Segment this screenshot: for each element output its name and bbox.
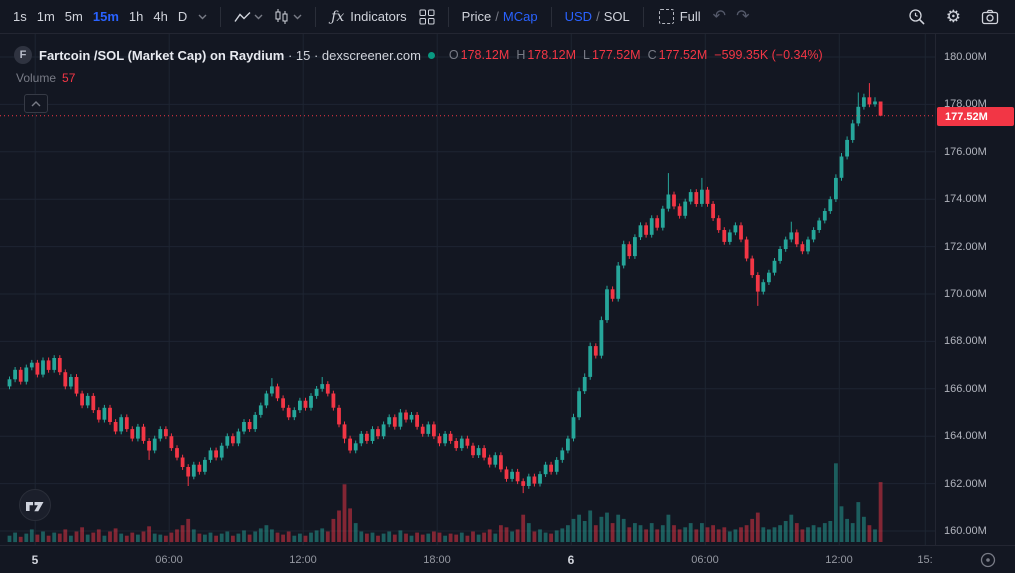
low-value: 177.52M	[591, 48, 641, 62]
high-label: H	[516, 48, 526, 62]
scale-settings-button[interactable]	[979, 551, 997, 572]
close-label: C	[647, 48, 657, 62]
ohlc-values: O 178.12M H 178.12M L 177.52M C 177.52M −599…	[442, 48, 823, 62]
time-axis-label: 5	[31, 553, 39, 567]
gear-icon: ⚙	[945, 7, 961, 26]
price-axis-label: 168.00M	[944, 335, 987, 347]
timeframe-group: 1s 1m 5m 15m 1h 4h D	[8, 6, 192, 27]
timeframe-5m[interactable]: 5m	[60, 6, 88, 27]
open-value: 178.12M	[460, 48, 510, 62]
usd-option[interactable]: USD	[564, 9, 593, 24]
top-toolbar: 1s 1m 5m 15m 1h 4h D ƒx Indicators	[0, 0, 1015, 34]
snapshot-button[interactable]	[977, 5, 1003, 29]
chart-title[interactable]: Fartcoin /SOL (Market Cap) on Raydium · …	[39, 48, 421, 63]
timeframe-1m[interactable]: 1m	[32, 6, 60, 27]
undo-icon: ↶	[712, 7, 727, 25]
redo-button[interactable]: ↷	[732, 6, 753, 28]
price-axis-label: 172.00M	[944, 241, 987, 253]
toggle-slash: /	[495, 9, 499, 24]
close-value: 177.52M	[658, 48, 708, 62]
toolbar-divider	[550, 6, 552, 27]
sol-option[interactable]: SOL	[603, 9, 630, 24]
price-axis-label: 164.00M	[944, 430, 987, 442]
candles-icon	[275, 9, 288, 24]
candle-style-button[interactable]	[269, 5, 306, 28]
tradingview-logo-icon	[19, 489, 51, 521]
fullscreen-icon	[658, 9, 674, 24]
usd-sol-toggle: USD / SOL	[561, 9, 634, 24]
fullscreen-label: Full	[679, 9, 701, 24]
chevron-down-icon	[293, 14, 302, 19]
high-value: 178.12M	[527, 48, 576, 62]
timeframe-D[interactable]: D	[173, 6, 192, 27]
token-badge: F	[14, 46, 32, 64]
time-axis-label: 6	[567, 553, 575, 567]
toolbar-divider	[315, 6, 317, 27]
undo-button[interactable]: ↶	[709, 6, 730, 28]
chart-title-suffix: · 15 · dexscreener.com	[284, 47, 421, 63]
fullscreen-button[interactable]: Full	[653, 6, 707, 27]
price-axis[interactable]: 180.00M 178.00M 176.00M 174.00M 172.00M 170.0…	[935, 34, 1015, 545]
indicators-button[interactable]: ƒx Indicators	[325, 6, 412, 28]
time-axis-label: 18:00	[423, 554, 451, 566]
chart-title-symbol: Fartcoin /SOL (Market Cap) on Raydium	[39, 47, 285, 63]
candlestick-chart[interactable]	[0, 34, 935, 545]
line-chart-icon	[234, 11, 251, 22]
time-axis-label: 12:00	[825, 554, 853, 566]
layout-grid-button[interactable]	[415, 6, 439, 28]
time-axis-label: 06:00	[691, 554, 719, 566]
time-axis-label: 15:	[917, 554, 933, 566]
camera-icon	[981, 9, 999, 24]
timeframe-menu-button[interactable]	[194, 11, 211, 23]
toolbar-divider	[642, 6, 644, 27]
target-icon	[980, 552, 996, 568]
timeframe-1h[interactable]: 1h	[124, 6, 148, 27]
price-axis-label: 160.00M	[944, 525, 987, 537]
grid-icon	[419, 9, 435, 24]
price-axis-label: 176.00M	[944, 146, 987, 158]
line-style-button[interactable]	[230, 8, 267, 26]
chevron-up-icon	[31, 100, 41, 106]
price-mcap-toggle: Price / MCap	[458, 9, 542, 24]
volume-legend: Volume 57	[16, 71, 75, 85]
price-option[interactable]: Price	[461, 9, 492, 24]
low-label: L	[583, 48, 590, 62]
time-axis-label: 12:00	[289, 554, 317, 566]
volume-value: 57	[62, 71, 76, 85]
indicators-label: Indicators	[350, 9, 407, 24]
last-price-badge: 177.52M	[937, 107, 1014, 126]
chevron-down-icon	[198, 14, 207, 19]
toolbar-divider	[447, 6, 449, 27]
timeframe-15m[interactable]: 15m	[88, 6, 124, 27]
jump-to-date-button[interactable]	[904, 5, 930, 29]
chevron-down-icon	[254, 14, 263, 19]
price-axis-label: 174.00M	[944, 193, 987, 205]
pane-collapse-button[interactable]	[24, 94, 48, 113]
time-axis[interactable]: 5 06:00 12:00 18:00 6 06:00 12:00 15:	[0, 545, 1015, 573]
price-axis-label: 166.00M	[944, 383, 987, 395]
toolbar-divider	[220, 6, 222, 27]
chart-legend: F Fartcoin /SOL (Market Cap) on Raydium …	[14, 46, 823, 64]
mcap-option[interactable]: MCap	[502, 9, 538, 24]
volume-label: Volume	[16, 71, 57, 85]
price-axis-label: 180.00M	[944, 51, 987, 63]
price-axis-label: 170.00M	[944, 288, 987, 300]
timeframe-1s[interactable]: 1s	[8, 6, 32, 27]
tradingview-logo[interactable]	[18, 488, 52, 522]
price-axis-label: 162.00M	[944, 478, 987, 490]
magnifier-clock-icon	[909, 8, 925, 24]
redo-icon: ↷	[736, 7, 750, 25]
change-value: −599.35K (−0.34%)	[714, 48, 823, 62]
toggle-slash: /	[596, 9, 600, 24]
timeframe-4h[interactable]: 4h	[148, 6, 172, 27]
status-dot	[427, 51, 435, 59]
open-label: O	[448, 48, 459, 62]
settings-button[interactable]: ⚙	[946, 8, 961, 25]
fx-icon: ƒx	[331, 8, 345, 25]
time-axis-label: 06:00	[155, 554, 183, 566]
